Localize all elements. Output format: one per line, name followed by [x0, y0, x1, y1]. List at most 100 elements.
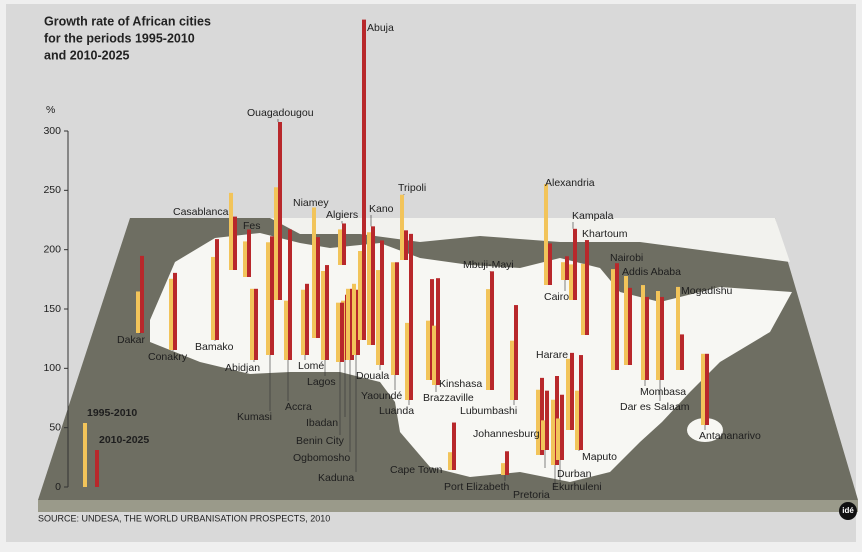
- bar: [325, 265, 329, 360]
- bar: [288, 229, 292, 360]
- bar: [656, 291, 660, 380]
- legend-swatch: [95, 450, 99, 487]
- bar: [645, 296, 649, 380]
- bar: [452, 422, 456, 470]
- legend-label: 1995-2010: [87, 407, 137, 419]
- bar: [367, 232, 371, 345]
- bar: [342, 223, 346, 265]
- chart-title: for the periods 1995-2010: [44, 31, 195, 45]
- bar: [395, 262, 399, 375]
- city-label: Ekurhuleni: [552, 481, 602, 493]
- chart-title: and 2010-2025: [44, 48, 130, 62]
- bar: [585, 240, 589, 335]
- bar: [676, 286, 680, 370]
- logo: idé: [842, 506, 854, 515]
- bar: [312, 207, 316, 338]
- bar: [426, 320, 430, 380]
- y-tick-label: 100: [43, 362, 61, 374]
- legend-label: 2010-2025: [99, 434, 149, 446]
- bar: [169, 278, 173, 350]
- city-label: Cape Town: [390, 464, 443, 476]
- city-label: Pretoria: [513, 489, 550, 501]
- city-label: Lubumbashi: [460, 405, 517, 417]
- bar: [362, 19, 366, 340]
- bar: [536, 389, 540, 455]
- bar: [405, 322, 409, 400]
- bar: [540, 377, 544, 455]
- bar: [624, 276, 628, 365]
- bar: [575, 390, 579, 450]
- city-label: Kinshasa: [439, 378, 482, 390]
- bar: [305, 283, 309, 355]
- bar: [409, 233, 413, 400]
- legend-swatch: [83, 423, 87, 487]
- bar: [301, 289, 305, 355]
- bar: [680, 334, 684, 370]
- bar: [229, 192, 233, 270]
- city-label: Ibadan: [306, 417, 338, 429]
- y-tick-label: 300: [43, 125, 61, 137]
- city-label: Niamey: [293, 197, 329, 209]
- city-label: Kumasi: [237, 411, 272, 423]
- bar: [514, 305, 518, 400]
- bar: [573, 228, 577, 300]
- bar: [352, 283, 356, 355]
- logo-badge: [839, 502, 857, 520]
- bar: [346, 288, 350, 360]
- bar: [336, 302, 340, 362]
- city-label: Addis Ababa: [622, 266, 681, 278]
- city-label: Kano: [369, 203, 394, 215]
- city-label: Kampala: [572, 210, 614, 222]
- bar: [544, 184, 548, 285]
- city-label: Mombasa: [640, 386, 686, 398]
- bar: [705, 353, 709, 425]
- chart-title: Growth rate of African cities: [44, 14, 211, 28]
- city-label: Alexandria: [545, 177, 595, 189]
- bar: [136, 291, 140, 333]
- bar: [340, 302, 344, 362]
- y-tick-label: 0: [55, 481, 61, 493]
- bar: [579, 355, 583, 450]
- bar: [541, 420, 545, 450]
- bar: [566, 358, 570, 430]
- bar: [140, 255, 144, 333]
- bar: [233, 216, 237, 270]
- bar: [490, 271, 494, 390]
- bar: [284, 300, 288, 360]
- bar: [660, 296, 664, 380]
- bar: [250, 288, 254, 360]
- city-label: Antananarivo: [699, 430, 761, 442]
- bar: [556, 418, 560, 460]
- city-label: Abidjan: [225, 362, 260, 374]
- bar: [486, 289, 490, 390]
- bar: [400, 194, 404, 260]
- bar: [338, 229, 342, 265]
- bar: [215, 239, 219, 340]
- city-label: Yaoundé: [361, 390, 402, 402]
- city-label: Tripoli: [398, 182, 426, 194]
- city-label: Lagos: [307, 376, 336, 388]
- bar: [505, 451, 509, 475]
- y-tick-label: 50: [49, 421, 61, 433]
- bar: [391, 262, 395, 375]
- y-tick-label: 250: [43, 184, 61, 196]
- city-label: Luanda: [379, 405, 414, 417]
- city-label: Conakry: [148, 351, 188, 363]
- bar: [376, 270, 380, 365]
- bar: [611, 269, 615, 370]
- bar: [358, 251, 362, 340]
- city-label: Khartoum: [582, 228, 628, 240]
- bar: [560, 394, 564, 460]
- bar: [628, 287, 632, 365]
- bar: [551, 399, 555, 465]
- bar: [570, 352, 574, 430]
- city-label: Casablanca: [173, 206, 229, 218]
- city-label: Dakar: [117, 334, 146, 346]
- city-label: Port Elizabeth: [444, 481, 510, 493]
- city-label: Mogadishu: [681, 285, 733, 297]
- bar: [569, 264, 573, 300]
- bar: [561, 262, 565, 280]
- city-label: Nairobi: [610, 252, 643, 264]
- city-label: Fes: [243, 220, 261, 232]
